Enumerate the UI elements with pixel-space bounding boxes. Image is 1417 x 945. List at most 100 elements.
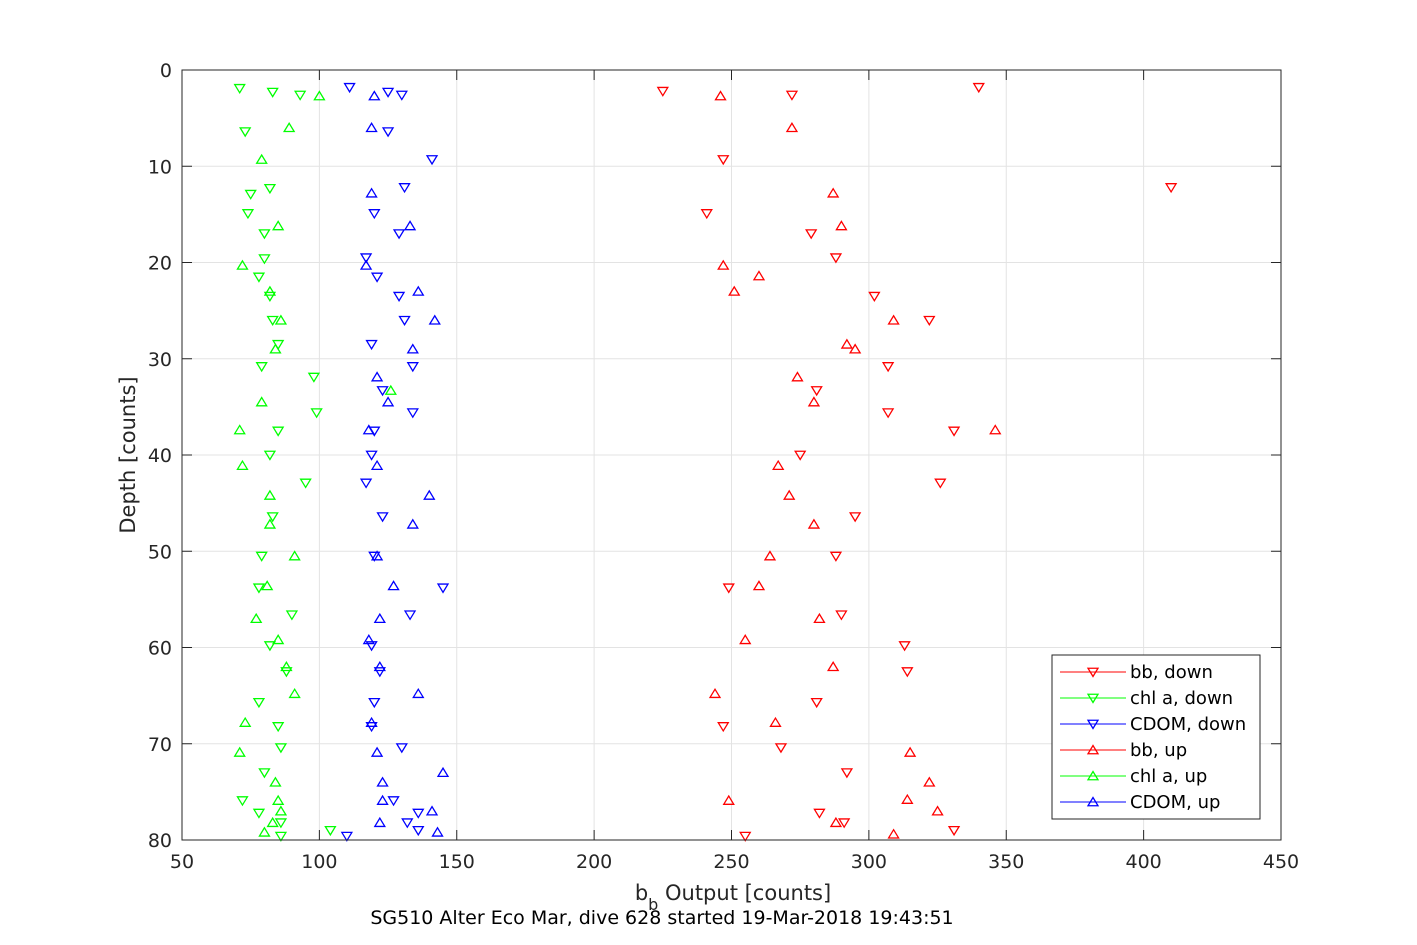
data-point [406,362,419,373]
data-point [258,229,271,240]
data-point [425,155,439,166]
data-point [365,121,378,133]
data-point [807,518,821,529]
x-tick-label: 100 [301,851,337,873]
data-point [387,580,400,591]
data-point [947,825,961,837]
data-point [241,209,255,220]
data-point [288,687,301,699]
data-point [384,384,397,395]
data-point [717,155,730,166]
data-point [239,127,252,138]
data-point [392,291,406,302]
data-point [739,634,752,645]
legend-label: chl a, up [1130,766,1207,787]
legend-marker [1086,667,1100,678]
data-point [359,478,373,489]
data-point [401,818,414,829]
data-point [261,580,274,591]
y-tick-label: 50 [148,541,172,563]
x-tick-label: 450 [1263,851,1299,873]
data-point [436,583,450,594]
data-point [398,183,411,194]
data-point [359,259,373,270]
data-point [829,253,843,264]
data-point [423,489,436,500]
data-point [395,743,408,754]
y-tick-label: 30 [148,349,172,371]
data-point [274,743,288,754]
y-tick-label: 70 [148,734,172,756]
data-point [739,831,752,842]
data-point [837,818,851,829]
data-point [403,220,417,231]
x-axis-title-main: b [635,881,648,905]
data-point [728,285,741,296]
x-tick-label: 400 [1125,851,1161,873]
x-axis-title-rest: Output [counts] [658,881,831,905]
data-point [1164,183,1178,194]
y-tick-label: 0 [160,60,172,82]
data-point [365,450,378,461]
data-point [272,220,285,231]
series-cdom-down [340,82,450,842]
data-point [722,583,735,594]
data-point [376,794,389,805]
data-point [813,808,826,819]
data-point [362,634,375,645]
data-point [263,518,277,529]
data-point [810,386,823,397]
data-point [263,450,277,461]
data-point [848,512,862,523]
data-point [324,825,337,837]
data-point [381,87,395,98]
data-point [717,722,730,733]
data-point [293,90,307,101]
data-point [368,551,381,562]
data-point [370,459,384,470]
data-point [868,291,881,302]
data-point [376,386,389,397]
data-point [403,610,417,621]
data-point [656,86,669,97]
x-tick-label: 200 [576,851,612,873]
data-point [299,478,312,489]
data-point [881,408,895,419]
data-point [373,660,386,672]
data-point [717,259,730,270]
data-point [827,187,840,198]
data-point [258,254,271,265]
data-point [233,83,246,95]
data-point [373,816,386,828]
data-point [931,805,944,816]
data-point [901,793,914,804]
data-point [263,489,277,500]
data-point [425,805,439,816]
legend-label: CDOM, down [1130,714,1246,735]
data-point [274,805,288,816]
data-point [431,826,444,837]
data-point [934,478,947,489]
series-chl-a-down [233,83,337,842]
data-point [428,314,441,325]
data-point [252,583,266,594]
legend-label: chl a, down [1130,688,1233,709]
data-point [340,831,354,842]
data-point [785,121,799,133]
data-point [343,82,356,94]
data-point [412,285,425,296]
x-axis-title-subscript: b [648,895,658,914]
data-point [805,229,818,240]
data-point [835,610,848,621]
data-point [236,796,249,807]
y-tick-label: 80 [148,830,172,852]
x-tick-label: 250 [713,851,749,873]
data-point [774,743,788,754]
data-point [373,667,386,678]
data-point [783,489,796,500]
data-point [263,285,277,296]
data-point [947,426,961,437]
data-point [406,518,419,529]
data-point [708,687,722,699]
data-point [368,90,381,101]
